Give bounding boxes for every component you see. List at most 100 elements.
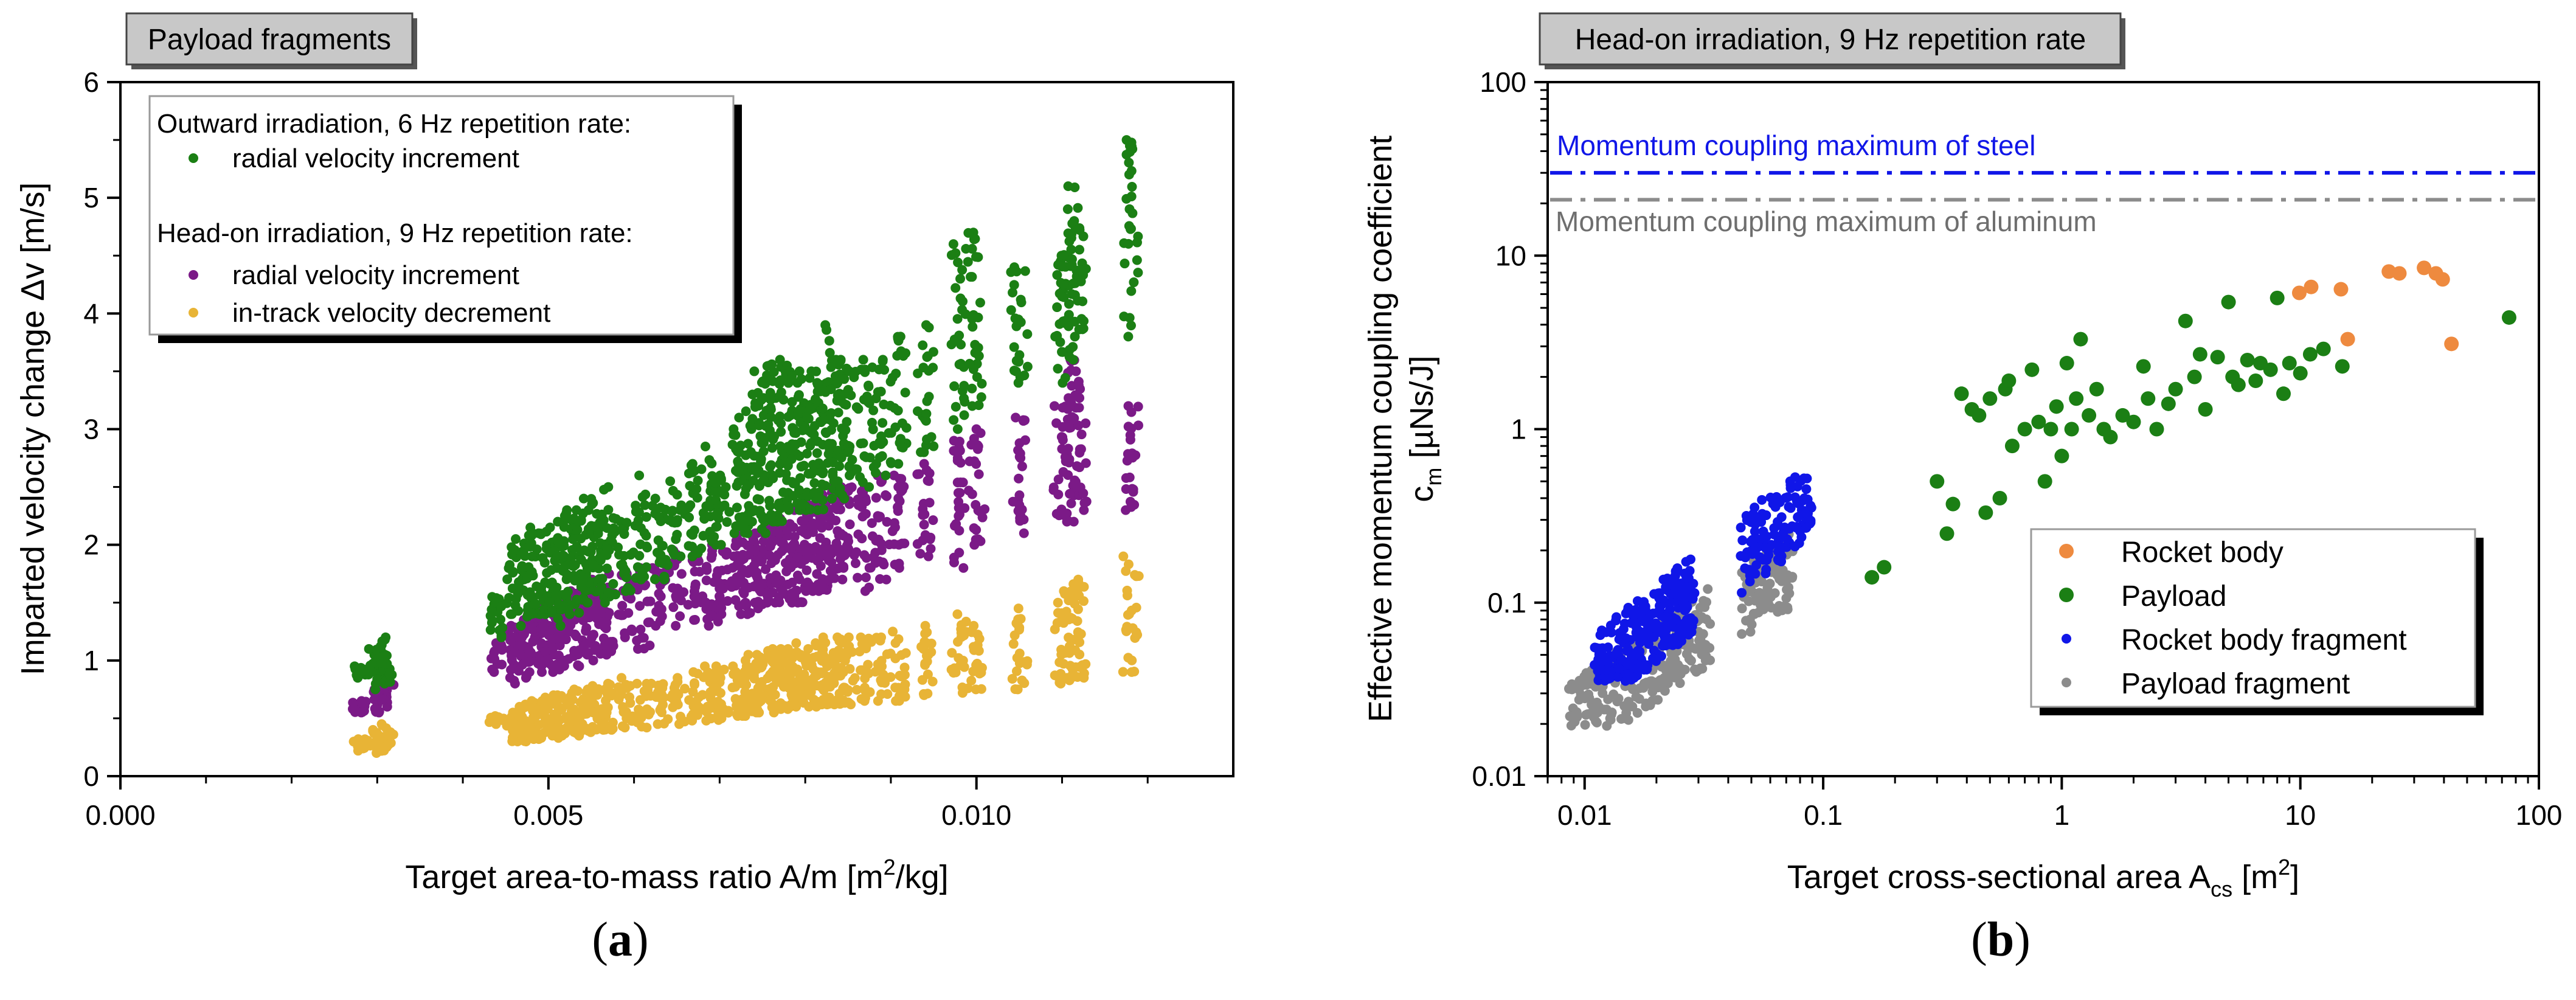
chart-a-point-headon_intrack <box>1134 571 1144 582</box>
chart-a-point-outward_radial <box>559 561 570 572</box>
chart-a-point-outward_radial <box>531 544 542 555</box>
chart-a-point-outward_radial <box>881 470 891 481</box>
chart-a-point-headon_radial <box>1073 380 1084 391</box>
chart-a-point-outward_radial <box>971 252 981 262</box>
chart-a-point-outward_radial <box>924 322 934 333</box>
chart-a-point-headon_intrack <box>923 689 933 699</box>
chart-a-point-headon_intrack <box>1075 650 1085 660</box>
chart-a-point-outward_radial <box>756 395 766 405</box>
chart-a-point-headon_radial <box>690 614 700 625</box>
chart-a-point-outward_radial <box>868 405 879 415</box>
chart-a-point-headon_radial <box>1063 516 1073 526</box>
chart-a-point-outward_radial <box>856 439 866 449</box>
chart-a-point-outward_radial <box>711 495 721 505</box>
chart-a-point-headon_radial <box>802 565 812 575</box>
chart-b-point-payload_fragment <box>1774 601 1784 611</box>
chart-a-point-headon_radial <box>920 530 930 540</box>
chart-b-point-rocket_body_fragment <box>1682 584 1692 594</box>
chart-a-point-outward_radial <box>749 505 760 515</box>
chart-a-point-outward_radial <box>1011 366 1021 377</box>
chart-a-point-headon_radial <box>750 558 761 568</box>
chart-a-point-outward_radial <box>528 571 538 581</box>
chart-a-point-headon_radial <box>739 599 750 609</box>
chart-a-point-headon_radial <box>371 704 381 714</box>
chart-b-point-payload <box>2001 373 2017 388</box>
chart-b-point-rocket_body_fragment <box>1677 636 1687 646</box>
chart-a-point-headon_radial <box>750 597 760 608</box>
chart-a-point-headon_radial <box>594 615 604 625</box>
chart-a-point-headon_radial <box>1053 474 1064 485</box>
chart-a-point-outward_radial <box>684 502 694 513</box>
chart-a-point-outward_radial <box>852 464 862 474</box>
chart-a-point-headon_intrack <box>917 675 927 685</box>
chart-b-point-rocket_body_fragment <box>1750 544 1760 555</box>
chart-a-point-headon_radial <box>1078 488 1089 498</box>
chart-a-point-outward_radial <box>553 599 564 609</box>
chart-a-point-headon_intrack <box>963 683 973 693</box>
chart-b-tag-box <box>1539 12 2122 66</box>
chart-b-point-payload <box>2293 366 2308 381</box>
chart-a-point-outward_radial <box>672 529 682 540</box>
chart-a-point-outward_radial <box>968 322 978 332</box>
chart-b-y-tick-label: 1 <box>1511 414 1526 445</box>
chart-a-point-outward_radial <box>1119 311 1129 322</box>
chart-b-point-payload_fragment <box>1784 582 1794 592</box>
chart-a-point-headon_radial <box>1019 528 1029 538</box>
chart-a-point-outward_radial <box>631 573 641 583</box>
chart-a-point-headon_radial <box>829 502 840 513</box>
chart-a-point-headon_intrack <box>1017 675 1027 686</box>
chart-a-point-headon_radial <box>1020 435 1030 445</box>
chart-a-point-headon_radial <box>587 633 597 643</box>
chart-a-point-outward_radial <box>536 582 547 592</box>
chart-b-point-payload_fragment <box>1602 721 1612 731</box>
chart-a-point-outward_radial <box>766 405 776 415</box>
chart-a-point-headon_radial <box>525 656 535 667</box>
chart-b-y-tick-label: 10 <box>1495 240 1526 271</box>
chart-a-point-outward_radial <box>929 441 939 451</box>
chart-a-point-outward_radial <box>766 412 776 422</box>
chart-a-point-outward_radial <box>825 444 835 454</box>
chart-b-point-rocket_body_fragment <box>1770 501 1781 511</box>
chart-a-point-headon_radial <box>1079 498 1090 508</box>
chart-a-point-outward_radial <box>542 540 552 550</box>
chart-a-point-headon_intrack <box>845 664 855 674</box>
chart-a-point-headon_radial <box>958 563 969 573</box>
chart-a-tag: Payload fragments <box>148 24 391 56</box>
chart-a-legend: Outward irradiation, 6 Hz repetition rat… <box>148 95 742 343</box>
chart-a-point-outward_radial <box>576 546 586 556</box>
chart-a-point-outward_radial <box>568 534 578 544</box>
chart-a-point-outward_radial <box>1133 231 1143 241</box>
chart-a-point-headon_intrack <box>836 698 846 709</box>
chart-b-point-payload <box>2043 422 2058 437</box>
chart-a-point-headon_radial <box>969 456 980 467</box>
chart-a-point-headon_intrack <box>1075 637 1085 647</box>
chart-b-point-rocket_body_fragment <box>1769 529 1779 540</box>
chart-a-point-outward_radial <box>826 362 836 372</box>
chart-a-point-outward_radial <box>758 446 769 457</box>
caption-b: (b) <box>1971 913 2031 967</box>
chart-a-point-headon_intrack <box>920 660 930 670</box>
chart-a-point-headon_intrack <box>521 729 531 740</box>
chart-a-point-headon_radial <box>853 572 863 583</box>
chart-a-point-outward_radial <box>620 566 631 576</box>
chart-a-point-outward_radial <box>1126 166 1137 176</box>
chart-a-point-headon_intrack <box>770 649 780 659</box>
chart-a-point-headon_intrack <box>641 691 651 701</box>
chart-b-point-rocket_body_fragment <box>1776 557 1787 567</box>
chart-a-point-outward_radial <box>724 507 735 517</box>
chart-b-point-payload_fragment <box>1748 608 1759 619</box>
chart-a-point-headon_radial <box>538 621 549 631</box>
chart-b-point-payload <box>2282 356 2297 371</box>
chart-a-point-headon_intrack <box>715 707 725 718</box>
chart-b-point-payload <box>2252 356 2268 371</box>
chart-b-point-payload_fragment <box>1580 720 1590 730</box>
chart-b-point-payload <box>1930 474 1945 489</box>
chart-b-point-payload_fragment <box>1787 572 1798 583</box>
chart-a-point-outward_radial <box>1020 266 1030 276</box>
chart-a-point-outward_radial <box>1052 270 1062 280</box>
chart-a-y-tick-label: 4 <box>83 297 99 329</box>
chart-a-point-headon_intrack <box>843 697 853 707</box>
chart-a-point-outward_radial <box>819 414 829 425</box>
chart-a-point-outward_radial <box>775 411 785 422</box>
chart-a-point-outward_radial <box>793 407 803 417</box>
